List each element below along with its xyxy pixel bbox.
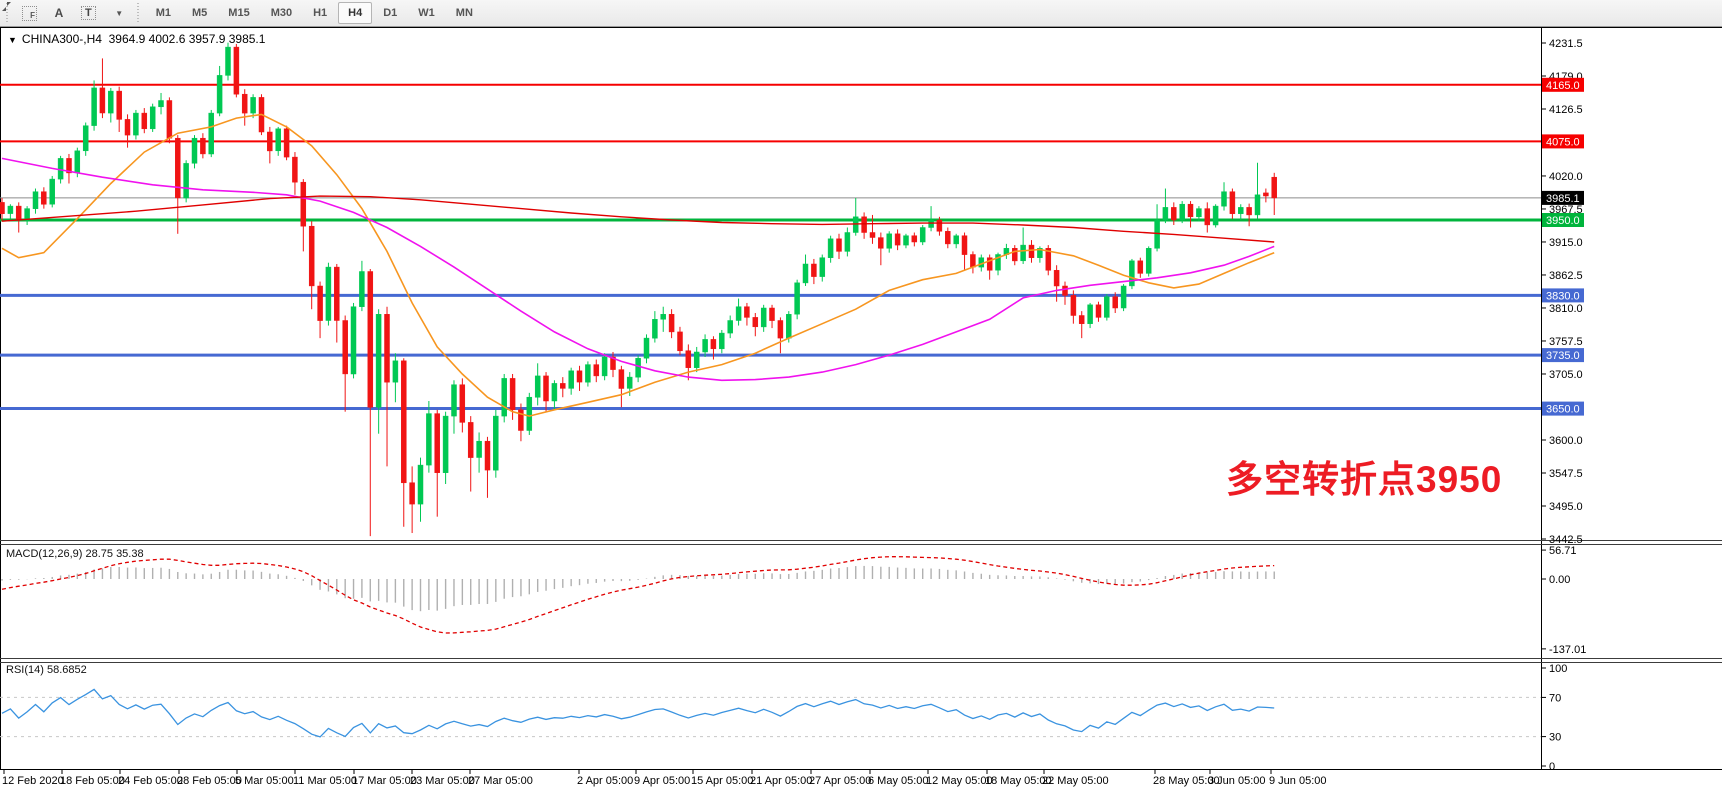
svg-text:3547.5: 3547.5 (1549, 468, 1583, 480)
arrows-tool-button[interactable]: ▼ (2, 2, 131, 24)
timeframe-grip[interactable] (135, 3, 141, 23)
timeframe-button-w1[interactable]: W1 (418, 7, 435, 19)
svg-text:3650.0: 3650.0 (1546, 404, 1580, 416)
symbol-ohlc-label: CHINA300-,H4 3964.9 4002.6 3957.9 3985.1 (21, 32, 266, 46)
svg-text:3705.0: 3705.0 (1549, 369, 1583, 381)
timeframe-button-h1[interactable]: H1 (313, 7, 328, 19)
text-label-button[interactable]: T (74, 2, 103, 24)
macd-indicator-label: MACD(12,26,9) 28.75 35.38 (6, 548, 144, 560)
timeframe-button-m5[interactable]: M5 (192, 7, 208, 19)
svg-text:18 May 05:00: 18 May 05:00 (985, 775, 1052, 787)
svg-text:3915.0: 3915.0 (1549, 237, 1583, 249)
svg-text:9 Apr 05:00: 9 Apr 05:00 (634, 775, 690, 787)
svg-text:3757.5: 3757.5 (1549, 336, 1583, 348)
ma-slow-red (1, 195, 1275, 243)
svg-text:70: 70 (1549, 692, 1561, 704)
svg-text:4126.5: 4126.5 (1549, 104, 1583, 116)
rsi-levels (0, 696, 1541, 738)
svg-text:28 May 05:00: 28 May 05:00 (1153, 775, 1220, 787)
svg-text:27 Mar 05:00: 27 Mar 05:00 (468, 775, 533, 787)
f-tool-button[interactable]: F (15, 2, 44, 24)
svg-text:12 May 05:00: 12 May 05:00 (926, 775, 993, 787)
svg-text:15 Apr 05:00: 15 Apr 05:00 (691, 775, 753, 787)
svg-text:28 Feb 05:00: 28 Feb 05:00 (177, 775, 242, 787)
svg-text:56.71: 56.71 (1549, 545, 1577, 557)
symbol-dropdown-icon[interactable]: ▼ (8, 35, 17, 45)
svg-text:4020.0: 4020.0 (1549, 171, 1583, 183)
svg-text:3950.0: 3950.0 (1546, 215, 1580, 227)
svg-text:100: 100 (1549, 663, 1567, 675)
svg-text:3735.0: 3735.0 (1546, 350, 1580, 362)
timeframe-group: M1 M5 M15 M30 H1 H4 D1 W1 MN (146, 2, 483, 24)
timeframe-button-mn[interactable]: MN (455, 7, 473, 19)
svg-text:3442.5: 3442.5 (1549, 534, 1583, 546)
rsi-indicator-label: RSI(14) 58.6852 (6, 664, 87, 676)
svg-text:3810.0: 3810.0 (1549, 303, 1583, 315)
svg-text:22 May 05:00: 22 May 05:00 (1042, 775, 1109, 787)
svg-text:0.00: 0.00 (1549, 574, 1570, 586)
svg-text:27 Apr 05:00: 27 Apr 05:00 (809, 775, 871, 787)
cycle-arrows-icon (2, 2, 11, 11)
toolbar-grip[interactable] (5, 3, 10, 23)
ma-fast-orange (1, 113, 1275, 417)
toolbar: F A T ▼ M1 M5 M15 M30 H1 H4 D1 W1 MN (0, 0, 1722, 27)
svg-text:24 Feb 05:00: 24 Feb 05:00 (118, 775, 183, 787)
svg-text:23 Mar 05:00: 23 Mar 05:00 (410, 775, 475, 787)
dropdown-caret-icon: ▼ (115, 8, 124, 18)
moving-average-lines (1, 113, 1275, 417)
svg-text:4165.0: 4165.0 (1546, 80, 1580, 92)
text-a-button[interactable]: A (54, 6, 64, 20)
price-axis[interactable]: 4231.54179.04126.54020.03967.53915.03862… (1541, 38, 1586, 773)
svg-text:17 Mar 05:00: 17 Mar 05:00 (352, 775, 417, 787)
svg-text:3495.0: 3495.0 (1549, 501, 1583, 513)
svg-text:0: 0 (1549, 761, 1555, 773)
chart-title: ▼ CHINA300-,H4 3964.9 4002.6 3957.9 3985.… (8, 32, 265, 46)
svg-text:-137.01: -137.01 (1549, 644, 1586, 656)
timeframe-button-m30[interactable]: M30 (270, 7, 293, 19)
macd-histogram (1, 565, 1275, 612)
f-grid-icon: F (22, 5, 37, 21)
svg-text:11 Mar 05:00: 11 Mar 05:00 (293, 775, 357, 787)
svg-text:3967.5: 3967.5 (1549, 204, 1583, 216)
svg-text:18 Feb 05:00: 18 Feb 05:00 (60, 775, 125, 787)
svg-text:4231.5: 4231.5 (1549, 38, 1583, 50)
timeframe-button-d1[interactable]: D1 (383, 7, 398, 19)
horizontal-level-lines[interactable] (0, 83, 1541, 411)
candlesticks (0, 42, 1277, 537)
timeframe-button-m1[interactable]: M1 (155, 7, 172, 19)
svg-text:3600.0: 3600.0 (1549, 435, 1583, 447)
svg-text:9 Jun 05:00: 9 Jun 05:00 (1269, 775, 1327, 787)
svg-text:5 Mar 05:00: 5 Mar 05:00 (235, 775, 294, 787)
macd-signal-line (1, 556, 1275, 634)
chart-frame (0, 27, 1722, 770)
svg-text:3 Jun 05:00: 3 Jun 05:00 (1208, 775, 1266, 787)
chart-text-annotation: 多空转折点3950 (1226, 459, 1503, 500)
timeframe-button-m15[interactable]: M15 (228, 7, 250, 19)
svg-text:6 May 05:00: 6 May 05:00 (868, 775, 929, 787)
svg-text:3862.5: 3862.5 (1549, 270, 1583, 282)
text-label-icon: T (81, 6, 96, 20)
svg-text:4075.0: 4075.0 (1546, 136, 1580, 148)
rsi-line (1, 688, 1275, 738)
svg-text:3830.0: 3830.0 (1546, 290, 1580, 302)
svg-text:30: 30 (1549, 732, 1561, 744)
svg-text:21 Apr 05:00: 21 Apr 05:00 (750, 775, 812, 787)
ma-mid-magenta (1, 157, 1275, 382)
svg-text:3985.1: 3985.1 (1546, 193, 1580, 205)
svg-text:2 Apr 05:00: 2 Apr 05:00 (577, 775, 633, 787)
svg-text:12 Feb 2020: 12 Feb 2020 (2, 775, 64, 787)
timeframe-button-h4[interactable]: H4 (338, 2, 373, 24)
